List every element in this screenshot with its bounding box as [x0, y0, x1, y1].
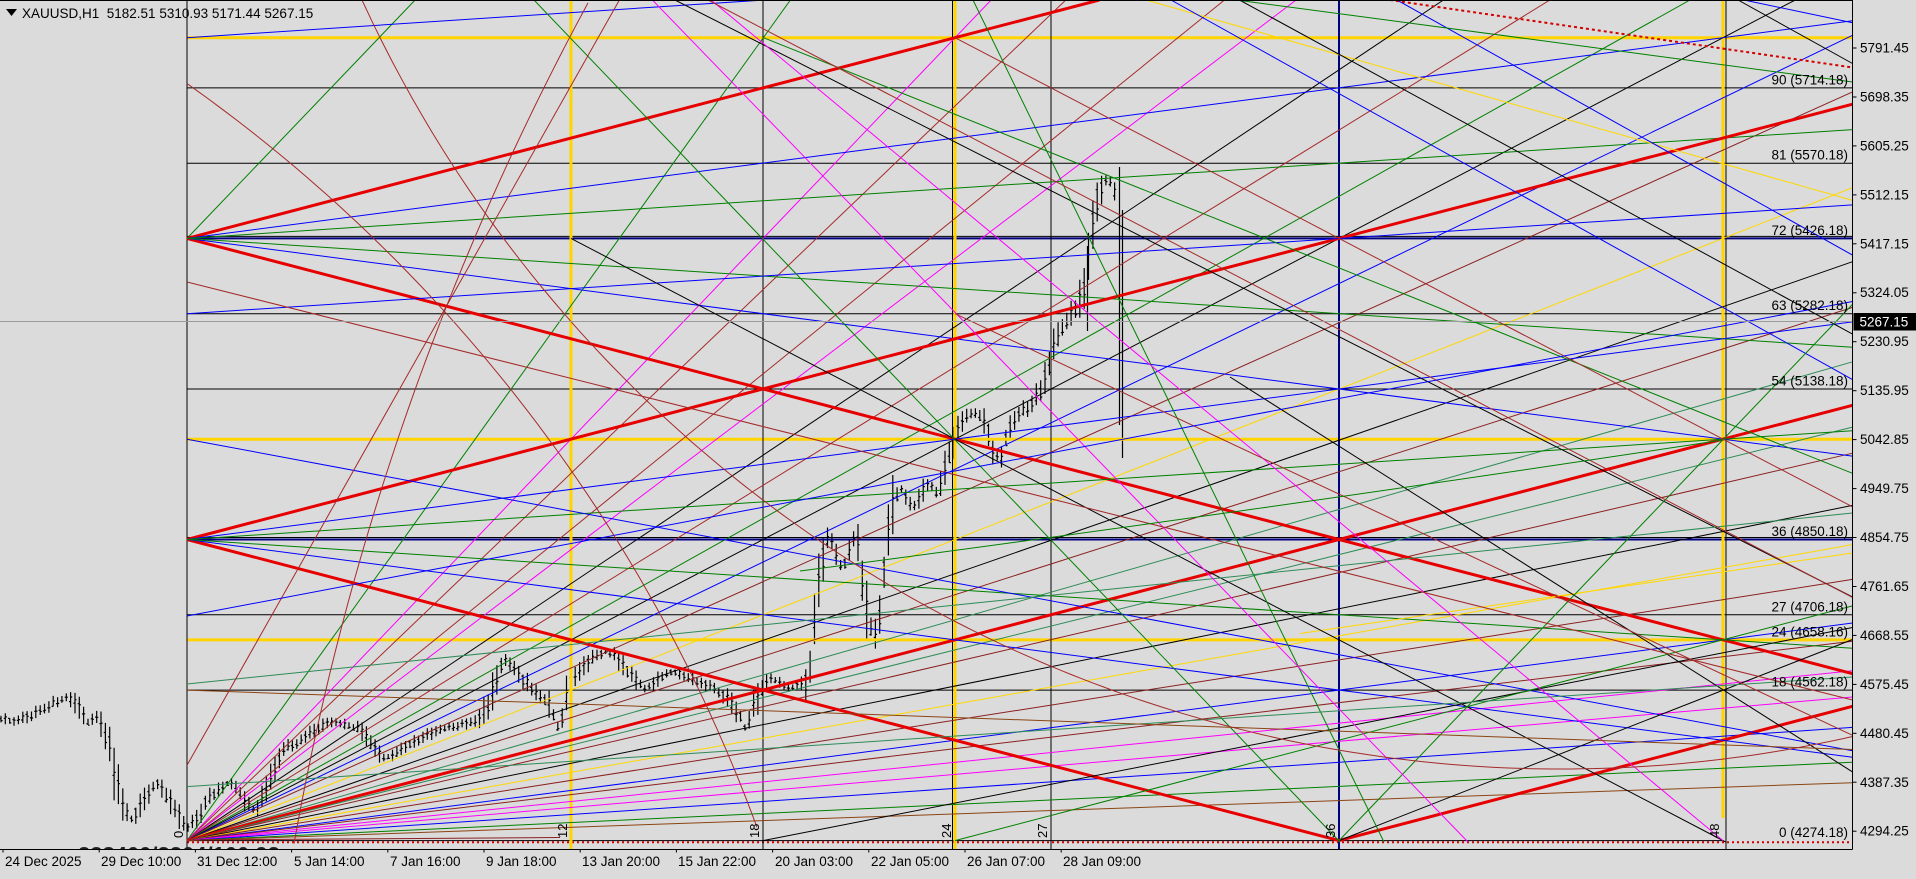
- svg-text:4854.75: 4854.75: [1860, 530, 1909, 545]
- svg-text:24 (4658.16): 24 (4658.16): [1771, 624, 1848, 639]
- svg-text:28 Jan 09:00: 28 Jan 09:00: [1063, 854, 1141, 869]
- svg-text:29 Dec 10:00: 29 Dec 10:00: [101, 854, 181, 869]
- svg-text:31 Dec 12:00: 31 Dec 12:00: [197, 854, 277, 869]
- svg-text:0 (4274.18): 0 (4274.18): [1779, 825, 1848, 840]
- svg-text:7 Jan 16:00: 7 Jan 16:00: [390, 854, 461, 869]
- svg-text:72 (5426.18): 72 (5426.18): [1771, 223, 1848, 238]
- svg-text:5230.95: 5230.95: [1860, 334, 1909, 349]
- svg-text:15 Jan 22:00: 15 Jan 22:00: [678, 854, 756, 869]
- svg-text:13 Jan 20:00: 13 Jan 20:00: [582, 854, 660, 869]
- svg-text:27 (4706.18): 27 (4706.18): [1771, 599, 1848, 614]
- svg-text:26 Jan 07:00: 26 Jan 07:00: [967, 854, 1045, 869]
- svg-text:4387.35: 4387.35: [1860, 775, 1909, 790]
- svg-text:18: 18: [747, 824, 762, 838]
- svg-text:36 (4850.18): 36 (4850.18): [1771, 524, 1848, 539]
- svg-text:5267.15: 5267.15: [1860, 315, 1909, 330]
- svg-text:5605.25: 5605.25: [1860, 138, 1909, 153]
- svg-text:54 (5138.18): 54 (5138.18): [1771, 374, 1848, 389]
- svg-text:63 (5282.18): 63 (5282.18): [1771, 298, 1848, 313]
- svg-text:5324.05: 5324.05: [1860, 285, 1909, 300]
- svg-text:48: 48: [1707, 824, 1722, 838]
- svg-text:4761.65: 4761.65: [1860, 579, 1909, 594]
- svg-text:5791.45: 5791.45: [1860, 41, 1909, 56]
- svg-text:27: 27: [1035, 824, 1050, 838]
- svg-text:5698.35: 5698.35: [1860, 90, 1909, 105]
- svg-text:22 Jan 05:00: 22 Jan 05:00: [871, 854, 949, 869]
- svg-text:36: 36: [1323, 824, 1338, 838]
- svg-text:4949.75: 4949.75: [1860, 481, 1909, 496]
- svg-text:5 Jan 14:00: 5 Jan 14:00: [294, 854, 365, 869]
- svg-text:9 Jan 18:00: 9 Jan 18:00: [486, 854, 557, 869]
- svg-text:18 (4562.18): 18 (4562.18): [1771, 675, 1848, 690]
- svg-text:12: 12: [555, 824, 570, 838]
- svg-text:4480.45: 4480.45: [1860, 726, 1909, 741]
- svg-text:20 Jan 03:00: 20 Jan 03:00: [775, 854, 853, 869]
- svg-text:4668.55: 4668.55: [1860, 628, 1909, 643]
- svg-text:4575.45: 4575.45: [1860, 677, 1909, 692]
- svg-text:0: 0: [171, 831, 186, 838]
- svg-text:5135.95: 5135.95: [1860, 383, 1909, 398]
- svg-text:4294.25: 4294.25: [1860, 824, 1909, 839]
- svg-text:24 Dec 2025: 24 Dec 2025: [5, 854, 82, 869]
- svg-text:5417.15: 5417.15: [1860, 236, 1909, 251]
- svg-text:XAUUSD,H1 5182.51 5310.93 517: XAUUSD,H1 5182.51 5310.93 5171.44 5267.1…: [22, 6, 313, 21]
- svg-text:81 (5570.18): 81 (5570.18): [1771, 148, 1848, 163]
- svg-text:24: 24: [939, 824, 954, 838]
- svg-text:5512.15: 5512.15: [1860, 187, 1909, 202]
- svg-text:90 (5714.18): 90 (5714.18): [1771, 72, 1848, 87]
- svg-text:5042.85: 5042.85: [1860, 432, 1909, 447]
